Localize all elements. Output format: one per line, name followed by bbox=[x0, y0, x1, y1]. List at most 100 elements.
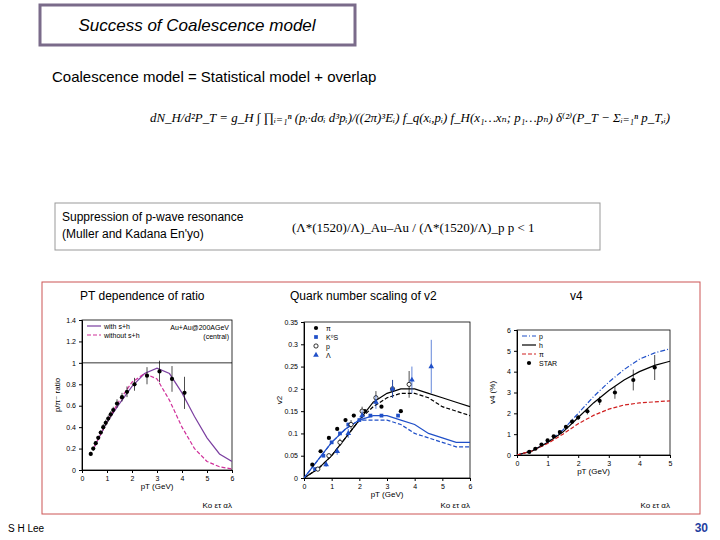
x-tick-label: 1 bbox=[106, 475, 110, 482]
x-axis: 0123456 bbox=[303, 478, 473, 490]
legend: with s+hwithout s+h bbox=[87, 323, 140, 339]
x-tick-label: 0 bbox=[81, 475, 85, 482]
y-tick: 1.2 bbox=[66, 338, 82, 345]
x-axis-title: pT (GeV) bbox=[371, 490, 404, 499]
data-point bbox=[321, 454, 325, 458]
y-tick-label: 0.8 bbox=[66, 381, 76, 388]
x-tick: 0 bbox=[81, 470, 85, 482]
y-tick-label: 0.1 bbox=[288, 430, 298, 437]
data-point bbox=[653, 365, 657, 369]
plot-area bbox=[82, 361, 232, 469]
data-point bbox=[335, 427, 339, 431]
y-tick: 3 bbox=[507, 389, 517, 396]
y-tick-mark bbox=[301, 322, 304, 323]
y-tick-mark bbox=[301, 344, 304, 345]
y-tick-label: 1.2 bbox=[66, 338, 76, 345]
y-axis-line bbox=[301, 323, 305, 479]
x-tick-label: 0 bbox=[516, 460, 520, 467]
y-tick-mark bbox=[79, 470, 82, 471]
legend-swatch bbox=[87, 334, 101, 335]
formula: dN_H/d²P_T = g_H ∫ ∏ᵢ₌₁ⁿ (pᵢ·dσᵢ d³pᵢ)/(… bbox=[150, 110, 670, 126]
y-tick: 0.8 bbox=[66, 381, 82, 388]
y-tick-mark bbox=[79, 363, 82, 364]
y-tick: 6 bbox=[507, 327, 517, 334]
title-box bbox=[40, 5, 355, 45]
y-tick-label: 3 bbox=[507, 389, 511, 396]
x-axis: 0123456 bbox=[81, 470, 235, 482]
x-tick-mark bbox=[415, 478, 416, 481]
legend-swatch bbox=[314, 326, 318, 330]
y-tick: 1 bbox=[72, 360, 82, 367]
legend-swatch bbox=[314, 344, 318, 348]
series-line bbox=[304, 416, 470, 478]
annotation: Au+Au@200AGeV bbox=[170, 324, 229, 331]
y-tick: 5 bbox=[507, 348, 517, 355]
series-line bbox=[304, 389, 470, 478]
legend-swatch bbox=[87, 325, 101, 326]
y-tick: 0 bbox=[294, 475, 304, 482]
annotation: (central) bbox=[203, 333, 229, 341]
y-tick: 0.6 bbox=[66, 402, 82, 409]
data-point bbox=[91, 446, 95, 450]
legend-label: with s+h bbox=[103, 323, 130, 330]
x-tick-label: 2 bbox=[358, 483, 362, 490]
y-tick-label: 0.6 bbox=[66, 402, 76, 409]
data-point bbox=[558, 430, 562, 434]
y-tick-label: 0.35 bbox=[284, 319, 298, 326]
data-point bbox=[111, 408, 115, 412]
data-point bbox=[349, 422, 353, 426]
y-tick-label: 0.3 bbox=[288, 341, 298, 348]
series-line bbox=[304, 393, 470, 478]
plot-area bbox=[517, 349, 670, 455]
note-text: (Muller and Kadana En'yo) bbox=[62, 227, 204, 241]
data-point bbox=[132, 382, 136, 386]
data-point bbox=[99, 430, 103, 434]
note-text: Suppression of p-wave resonance bbox=[62, 210, 244, 224]
y-tick-mark bbox=[514, 372, 517, 373]
data-point bbox=[125, 390, 129, 394]
y-tick-label: 0 bbox=[294, 475, 298, 482]
x-tick-mark bbox=[232, 470, 233, 473]
panel-title: v4 bbox=[570, 289, 583, 303]
data-point bbox=[428, 363, 434, 368]
legend-swatch bbox=[522, 335, 536, 336]
data-point bbox=[390, 386, 396, 391]
page-number: 30 bbox=[695, 521, 709, 535]
y-axis: 0 0.2 0.4 0.6 0.8 1 1.2 1.4 bbox=[66, 317, 82, 474]
chart: Quark number scaling of v2012345600.050.… bbox=[275, 289, 473, 510]
y-tick: 0.2 bbox=[66, 445, 82, 452]
legend-label: π bbox=[539, 351, 544, 358]
series-line bbox=[517, 349, 670, 455]
reference-line bbox=[82, 362, 232, 363]
legend-swatch bbox=[314, 335, 318, 339]
data-point bbox=[357, 418, 361, 422]
legend-swatch bbox=[527, 361, 531, 365]
data-point bbox=[182, 391, 186, 395]
data-point bbox=[409, 377, 415, 382]
footnote: Ko ετ αλ bbox=[640, 501, 670, 510]
data-point bbox=[343, 418, 347, 422]
y-tick: 0.25 bbox=[284, 363, 304, 370]
x-tick-label: 5 bbox=[206, 475, 210, 482]
title: Success of Coalescence model bbox=[78, 16, 316, 35]
y-axis: 0123456 bbox=[507, 327, 517, 459]
data-point bbox=[345, 430, 351, 435]
y-tick-label: 0.4 bbox=[66, 424, 76, 431]
x-tick: 5 bbox=[669, 455, 673, 467]
y-tick-mark bbox=[514, 330, 517, 331]
x-tick-mark bbox=[578, 455, 579, 458]
x-tick-label: 5 bbox=[441, 483, 445, 490]
y-axis: 00.050.10.150.20.250.30.35 bbox=[284, 319, 304, 482]
y-tick-mark bbox=[79, 320, 82, 321]
y-tick: 0 bbox=[72, 467, 82, 474]
x-tick: 6 bbox=[469, 478, 473, 490]
x-tick-label: 2 bbox=[131, 475, 135, 482]
y-tick-mark bbox=[514, 351, 517, 352]
x-tick-label: 4 bbox=[638, 460, 642, 467]
y-tick-label: 1.4 bbox=[66, 317, 76, 324]
x-tick: 3 bbox=[156, 470, 160, 482]
legend-swatch bbox=[522, 353, 536, 354]
x-axis-title: pT (GeV) bbox=[577, 467, 610, 476]
data-point bbox=[109, 412, 113, 416]
x-tick: 2 bbox=[577, 455, 581, 467]
